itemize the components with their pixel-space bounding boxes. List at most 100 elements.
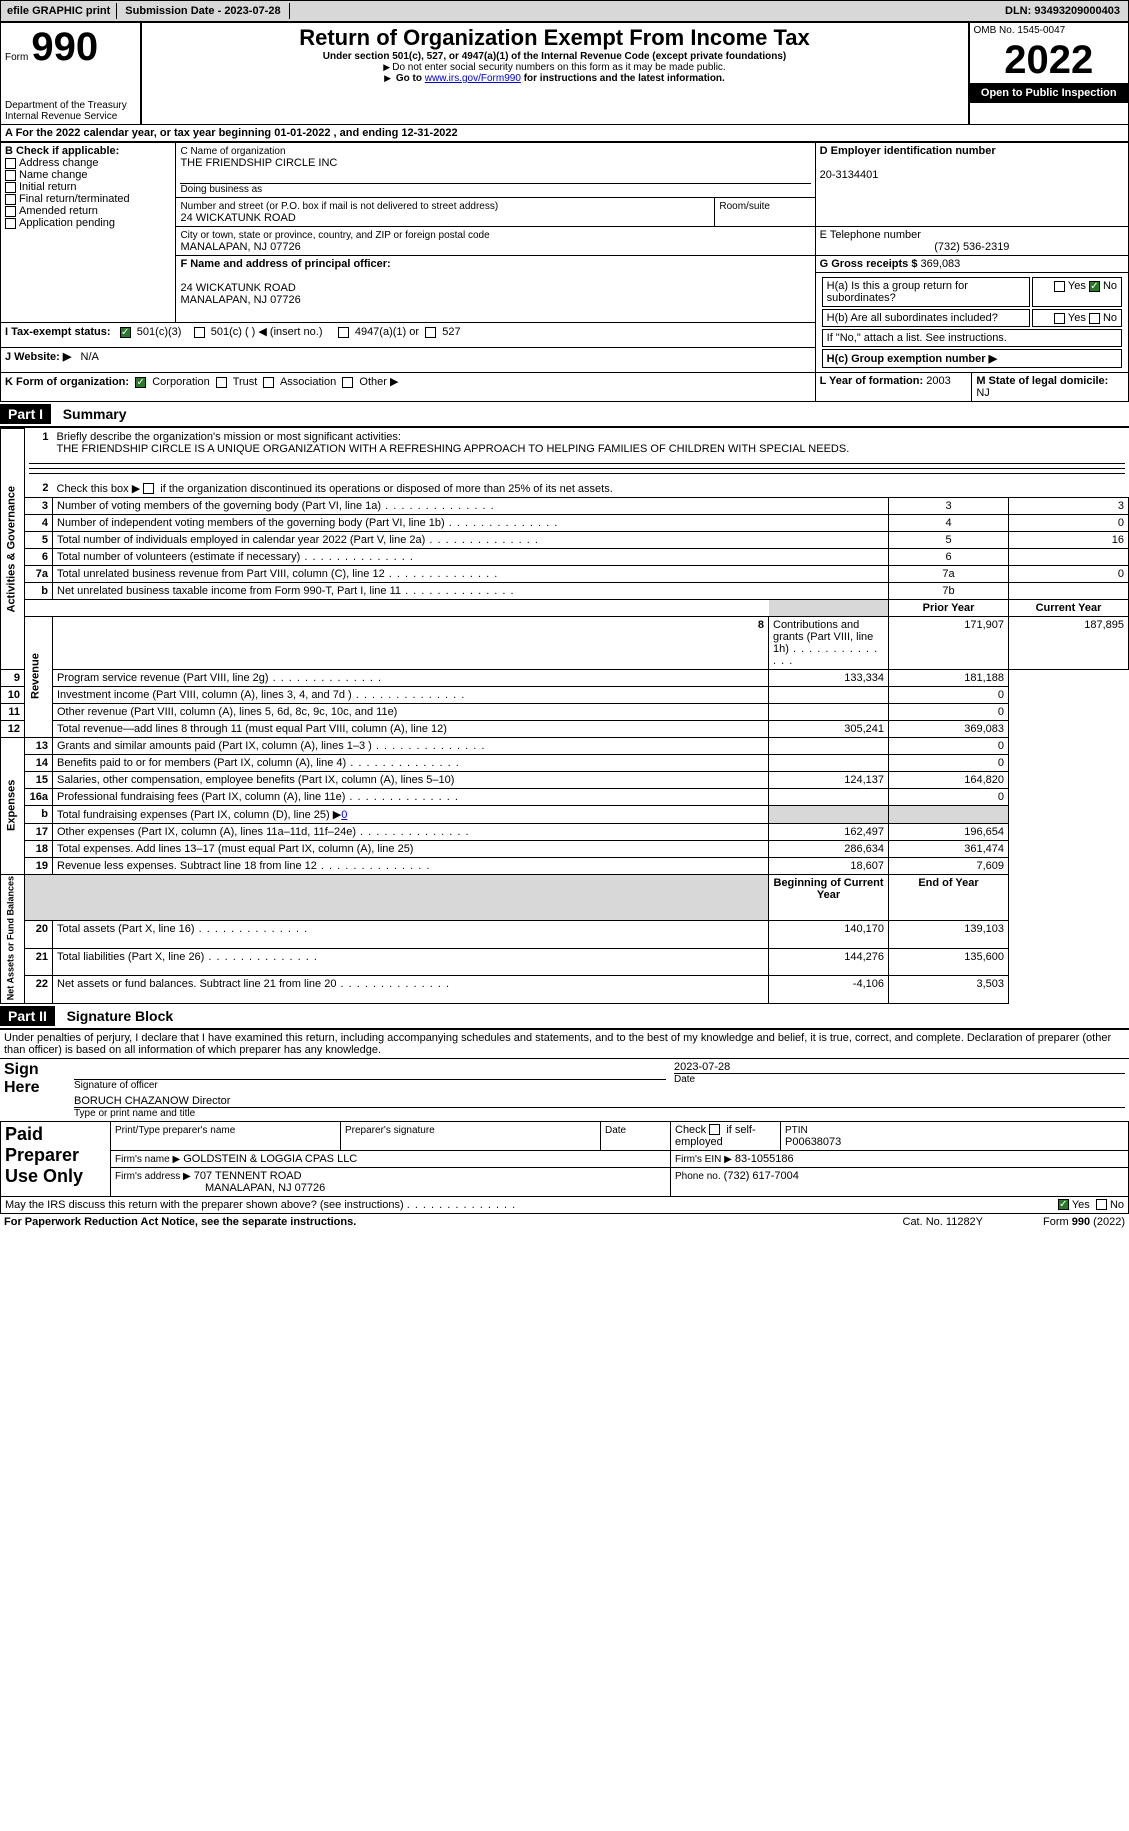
fundraising-link[interactable]: 0 bbox=[341, 809, 347, 821]
row-3-box: 3 bbox=[889, 497, 1009, 514]
footer-mid: Cat. No. 11282Y bbox=[903, 1216, 984, 1228]
hb-yes[interactable] bbox=[1054, 313, 1065, 324]
irs-link[interactable]: www.irs.gov/Form990 bbox=[425, 73, 521, 84]
row-15-prior: 124,137 bbox=[769, 771, 889, 788]
row-11-prior bbox=[769, 703, 889, 720]
summary-table: Activities & Governance 1 Briefly descri… bbox=[0, 428, 1129, 1004]
street-value: 24 WICKATUNK ROAD bbox=[180, 212, 295, 224]
signature-table: Sign Here Signature of officer 2023-07-2… bbox=[0, 1059, 1129, 1121]
goto-pre: Go to bbox=[396, 73, 425, 84]
checkbox-self-employed[interactable] bbox=[709, 1124, 720, 1135]
part1-bar: Part I Summary bbox=[0, 402, 1129, 428]
row-19-text: Revenue less expenses. Subtract line 18 … bbox=[53, 857, 769, 874]
part2-hdr: Part II bbox=[0, 1006, 55, 1026]
checkbox-final[interactable] bbox=[5, 194, 16, 205]
row-20-boy: 140,170 bbox=[769, 921, 889, 948]
i-o3: 4947(a)(1) or bbox=[355, 326, 419, 338]
i-o4: 527 bbox=[442, 326, 460, 338]
dln-label: DLN: 93493209000403 bbox=[997, 3, 1128, 19]
k-assoc[interactable] bbox=[263, 377, 274, 388]
org-name: THE FRIENDSHIP CIRCLE INC bbox=[180, 157, 337, 169]
i-527[interactable] bbox=[425, 327, 436, 338]
submission-date-button[interactable]: Submission Date - 2023-07-28 bbox=[117, 3, 289, 19]
checkbox-application[interactable] bbox=[5, 218, 16, 229]
firm-addr-label: Firm's address ▶ bbox=[115, 1171, 191, 1182]
discuss-no-label: No bbox=[1110, 1199, 1124, 1211]
k-other[interactable] bbox=[342, 377, 353, 388]
checkbox-amended[interactable] bbox=[5, 206, 16, 217]
sig-date-val: 2023-07-28 bbox=[674, 1061, 1125, 1073]
discuss-text: May the IRS discuss this return with the… bbox=[5, 1199, 404, 1211]
row-3-text: Number of voting members of the governin… bbox=[53, 497, 889, 514]
row-16a-cur: 0 bbox=[889, 788, 1009, 805]
ptin-label: PTIN bbox=[785, 1125, 808, 1136]
b-label: B Check if applicable: bbox=[5, 145, 119, 157]
i-label: I Tax-exempt status: bbox=[5, 326, 111, 338]
b-amended: Amended return bbox=[19, 205, 98, 217]
topbar: efile GRAPHIC print Submission Date - 20… bbox=[0, 0, 1129, 22]
no-label: No bbox=[1103, 312, 1117, 324]
row-2-rest: if the organization discontinued its ope… bbox=[160, 483, 613, 495]
row-5-val: 16 bbox=[1009, 531, 1129, 548]
hdr-current: Current Year bbox=[1009, 599, 1129, 616]
b-final: Final return/terminated bbox=[19, 193, 130, 205]
row-18-prior: 286,634 bbox=[769, 840, 889, 857]
row-9-cur: 181,188 bbox=[889, 669, 1009, 686]
i-501c[interactable] bbox=[194, 327, 205, 338]
a-begin: 01-01-2022 bbox=[274, 127, 330, 139]
hb-no[interactable] bbox=[1089, 313, 1100, 324]
website-value: N/A bbox=[81, 351, 99, 363]
checkbox-initial[interactable] bbox=[5, 182, 16, 193]
dept-label: Department of the Treasury bbox=[5, 100, 136, 111]
g-value: 369,083 bbox=[921, 258, 961, 270]
efile-button[interactable]: efile GRAPHIC print bbox=[1, 3, 117, 19]
f-line2: MANALAPAN, NJ 07726 bbox=[180, 294, 300, 306]
form-subtitle: Under section 501(c), 527, or 4947(a)(1)… bbox=[146, 51, 964, 62]
row-22-boy: -4,106 bbox=[769, 976, 889, 1003]
checkbox-address[interactable] bbox=[5, 158, 16, 169]
ha-no[interactable] bbox=[1089, 281, 1100, 292]
k-corp[interactable] bbox=[135, 377, 146, 388]
row-4-box: 4 bbox=[889, 514, 1009, 531]
e-label: E Telephone number bbox=[820, 229, 921, 241]
row-16a-prior bbox=[769, 788, 889, 805]
sig-officer-label: Signature of officer bbox=[74, 1079, 666, 1091]
b-name: Name change bbox=[19, 169, 88, 181]
i-501c3[interactable] bbox=[120, 327, 131, 338]
d-label: D Employer identification number bbox=[820, 145, 996, 157]
print-label: Print/Type preparer's name bbox=[115, 1125, 235, 1136]
checkbox-name[interactable] bbox=[5, 170, 16, 181]
room-label: Room/suite bbox=[719, 201, 770, 212]
signer-name: BORUCH CHAZANOW Director bbox=[74, 1095, 1125, 1107]
discuss-yes[interactable] bbox=[1058, 1199, 1069, 1210]
mission-text: THE FRIENDSHIP CIRCLE IS A UNIQUE ORGANI… bbox=[57, 443, 850, 455]
sect-revenue-label: Revenue bbox=[25, 616, 53, 737]
ha-yes[interactable] bbox=[1054, 281, 1065, 292]
k-trust[interactable] bbox=[216, 377, 227, 388]
row-5-text: Total number of individuals employed in … bbox=[53, 531, 889, 548]
row-10-prior bbox=[769, 686, 889, 703]
k-label: K Form of organization: bbox=[5, 376, 129, 388]
checkbox-discontinued[interactable] bbox=[143, 483, 154, 494]
row-7b-text: Net unrelated business taxable income fr… bbox=[53, 582, 889, 599]
discuss-yes-label: Yes bbox=[1072, 1199, 1090, 1211]
city-value: MANALAPAN, NJ 07726 bbox=[180, 241, 300, 253]
line-a: A For the 2022 calendar year, or tax yea… bbox=[0, 125, 1129, 142]
b-app: Application pending bbox=[19, 217, 115, 229]
discuss-no[interactable] bbox=[1096, 1199, 1107, 1210]
h-note: If "No," attach a list. See instructions… bbox=[822, 329, 1122, 347]
dba-label: Doing business as bbox=[180, 183, 810, 195]
k-assoc-label: Association bbox=[280, 376, 336, 388]
sign-here-label: Sign Here bbox=[0, 1059, 70, 1121]
row-11-text: Other revenue (Part VIII, column (A), li… bbox=[53, 703, 769, 720]
row-8-prior: 171,907 bbox=[889, 616, 1009, 669]
discuss-row: May the IRS discuss this return with the… bbox=[0, 1197, 1129, 1214]
row-8-cur: 187,895 bbox=[1009, 616, 1129, 669]
row-9-text: Program service revenue (Part VIII, line… bbox=[53, 669, 769, 686]
row-15-cur: 164,820 bbox=[889, 771, 1009, 788]
i-4947[interactable] bbox=[338, 327, 349, 338]
phone-value: (732) 536-2319 bbox=[820, 241, 1124, 253]
form-title: Return of Organization Exempt From Incom… bbox=[146, 25, 964, 51]
hb-label: H(b) Are all subordinates included? bbox=[822, 309, 1030, 327]
part2-title: Signature Block bbox=[67, 1008, 174, 1024]
